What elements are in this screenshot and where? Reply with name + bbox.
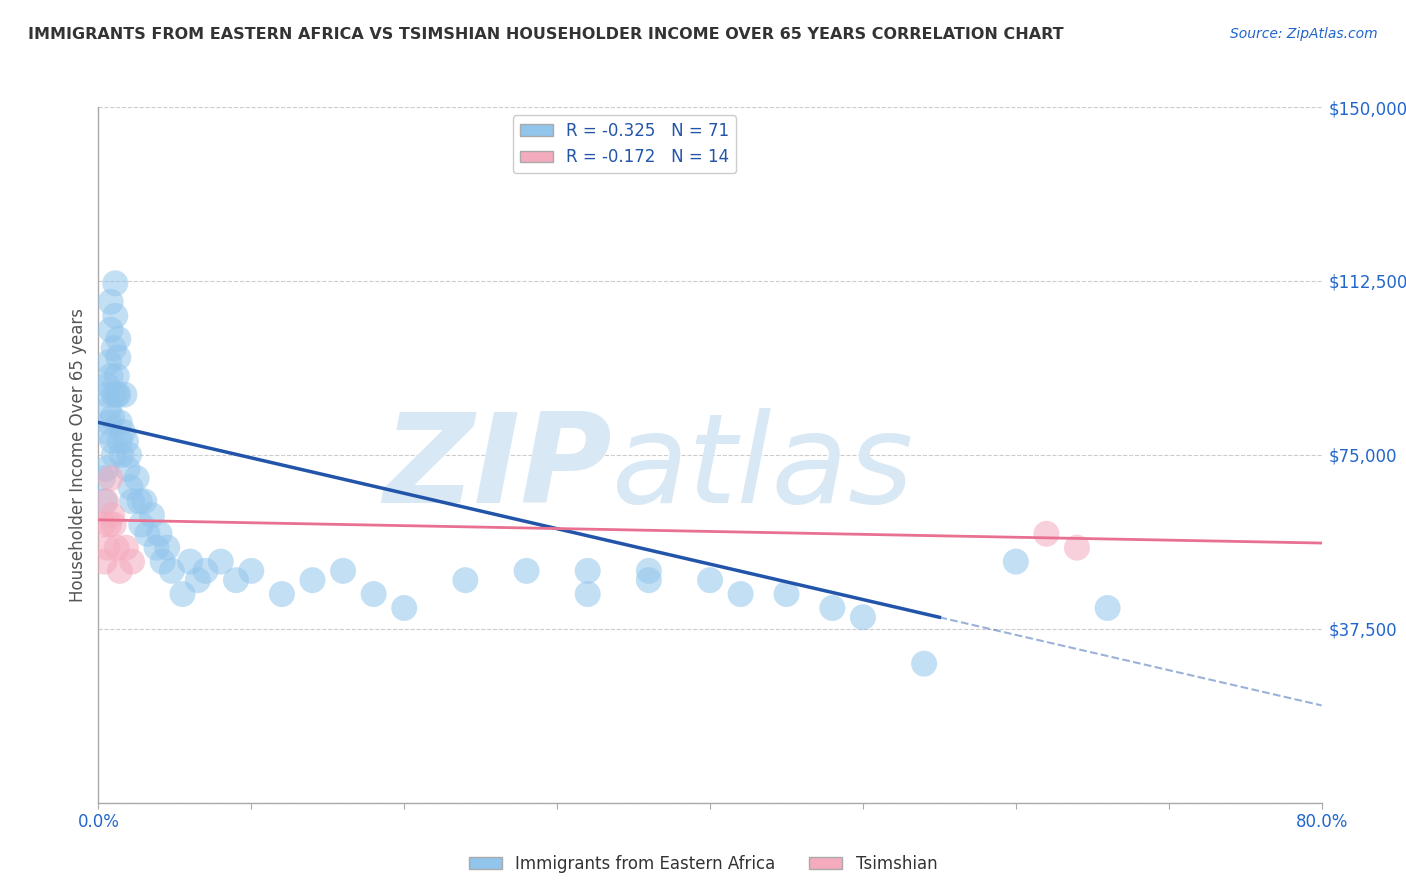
Point — [98, 416, 121, 430]
Point — [115, 434, 138, 448]
Point — [101, 410, 124, 425]
Point — [98, 355, 121, 369]
Point — [136, 526, 159, 541]
Point — [454, 573, 477, 587]
Point — [97, 541, 120, 555]
Point — [107, 387, 129, 401]
Point — [108, 564, 131, 578]
Point — [209, 555, 232, 569]
Point — [98, 517, 121, 532]
Point — [100, 471, 122, 485]
Point — [108, 416, 131, 430]
Point — [141, 508, 163, 523]
Point — [912, 657, 935, 671]
Point — [93, 555, 115, 569]
Point — [98, 401, 121, 416]
Point — [101, 508, 124, 523]
Point — [775, 587, 797, 601]
Point — [100, 323, 122, 337]
Point — [105, 387, 128, 401]
Point — [91, 517, 114, 532]
Text: Source: ZipAtlas.com: Source: ZipAtlas.com — [1230, 27, 1378, 41]
Point — [120, 480, 142, 494]
Point — [100, 369, 122, 384]
Point — [105, 369, 128, 384]
Point — [118, 448, 141, 462]
Point — [97, 387, 120, 401]
Point — [576, 587, 599, 601]
Point — [1035, 526, 1057, 541]
Point — [194, 564, 217, 578]
Legend: Immigrants from Eastern Africa, Tsimshian: Immigrants from Eastern Africa, Tsimshia… — [463, 848, 943, 880]
Point — [105, 541, 128, 555]
Legend: R = -0.325   N = 71, R = -0.172   N = 14: R = -0.325 N = 71, R = -0.172 N = 14 — [513, 115, 735, 173]
Point — [516, 564, 538, 578]
Point — [104, 277, 127, 291]
Point — [149, 526, 172, 541]
Text: ZIP: ZIP — [384, 409, 612, 529]
Y-axis label: Householder Income Over 65 years: Householder Income Over 65 years — [69, 308, 87, 602]
Point — [156, 541, 179, 555]
Point — [103, 448, 125, 462]
Point — [1066, 541, 1088, 555]
Point — [152, 555, 174, 569]
Point — [121, 494, 143, 508]
Point — [225, 573, 247, 587]
Point — [108, 434, 131, 448]
Point — [107, 351, 129, 365]
Point — [94, 425, 117, 439]
Point — [125, 471, 148, 485]
Point — [94, 462, 117, 476]
Point — [111, 425, 134, 439]
Point — [129, 517, 152, 532]
Point — [392, 601, 416, 615]
Point — [637, 564, 661, 578]
Point — [107, 332, 129, 346]
Point — [187, 573, 209, 587]
Point — [699, 573, 721, 587]
Text: atlas: atlas — [612, 409, 914, 529]
Point — [91, 471, 114, 485]
Point — [1097, 601, 1119, 615]
Point — [821, 601, 844, 615]
Point — [637, 573, 661, 587]
Point — [576, 564, 599, 578]
Point — [115, 541, 138, 555]
Point — [117, 462, 139, 476]
Point — [332, 564, 354, 578]
Point — [145, 541, 167, 555]
Point — [730, 587, 752, 601]
Point — [172, 587, 194, 601]
Point — [121, 555, 143, 569]
Point — [94, 494, 117, 508]
Point — [93, 494, 115, 508]
Point — [101, 434, 124, 448]
Point — [103, 341, 125, 355]
Point — [112, 387, 135, 401]
Point — [104, 309, 127, 323]
Point — [240, 564, 263, 578]
Point — [363, 587, 385, 601]
Point — [179, 555, 201, 569]
Point — [852, 610, 875, 624]
Point — [100, 294, 122, 309]
Point — [110, 448, 132, 462]
Text: IMMIGRANTS FROM EASTERN AFRICA VS TSIMSHIAN HOUSEHOLDER INCOME OVER 65 YEARS COR: IMMIGRANTS FROM EASTERN AFRICA VS TSIMSH… — [28, 27, 1064, 42]
Point — [1004, 555, 1026, 569]
Point — [134, 494, 156, 508]
Point — [97, 378, 120, 392]
Point — [160, 564, 183, 578]
Point — [103, 387, 125, 401]
Point — [270, 587, 292, 601]
Point — [103, 517, 125, 532]
Point — [128, 494, 150, 508]
Point — [301, 573, 323, 587]
